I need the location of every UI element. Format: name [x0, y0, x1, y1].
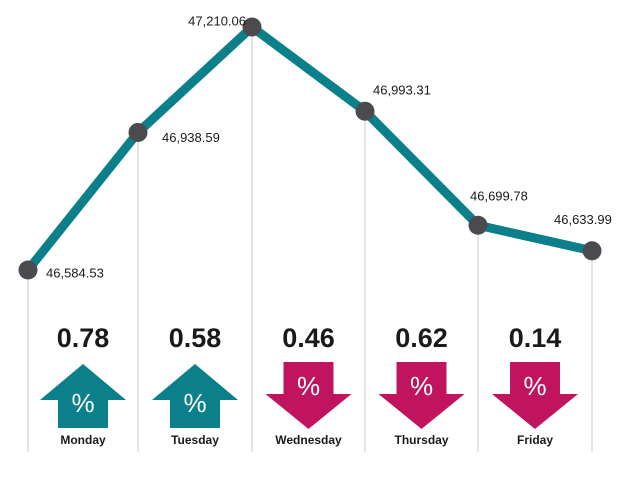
index-line	[24, 22, 593, 273]
point	[468, 215, 488, 235]
percent-symbol: %	[410, 371, 433, 401]
point	[355, 101, 375, 121]
day-label: Wednesday	[275, 433, 342, 447]
point	[582, 241, 602, 261]
percent-symbol: %	[71, 388, 94, 418]
value-label: 46,938.59	[162, 130, 220, 145]
arrow-up	[40, 364, 126, 428]
value-label: 46,699.78	[470, 189, 528, 204]
value-label: 46,993.31	[373, 83, 431, 98]
arrow-up	[152, 364, 238, 428]
point	[18, 260, 38, 280]
percent-symbol: %	[297, 371, 320, 401]
change-value: 0.46	[282, 323, 335, 353]
point	[128, 122, 148, 142]
day-label: Friday	[517, 433, 553, 447]
day-label: Monday	[60, 433, 106, 447]
value-label: 46,584.53	[46, 265, 104, 280]
change-value: 0.58	[169, 323, 222, 353]
value-label: 46,633.99	[554, 212, 612, 227]
point	[242, 17, 262, 37]
change-value: 0.78	[57, 323, 110, 353]
percent-symbol: %	[523, 371, 546, 401]
percent-symbol: %	[183, 388, 206, 418]
arrow-down	[265, 362, 352, 429]
change-value: 0.14	[509, 323, 562, 353]
arrow-down	[378, 362, 465, 429]
change-value: 0.62	[395, 323, 448, 353]
day-label: Thursday	[394, 433, 448, 447]
arrow-down	[492, 362, 578, 429]
day-label: Tuesday	[171, 433, 219, 447]
value-label: 47,210.06	[188, 13, 246, 28]
